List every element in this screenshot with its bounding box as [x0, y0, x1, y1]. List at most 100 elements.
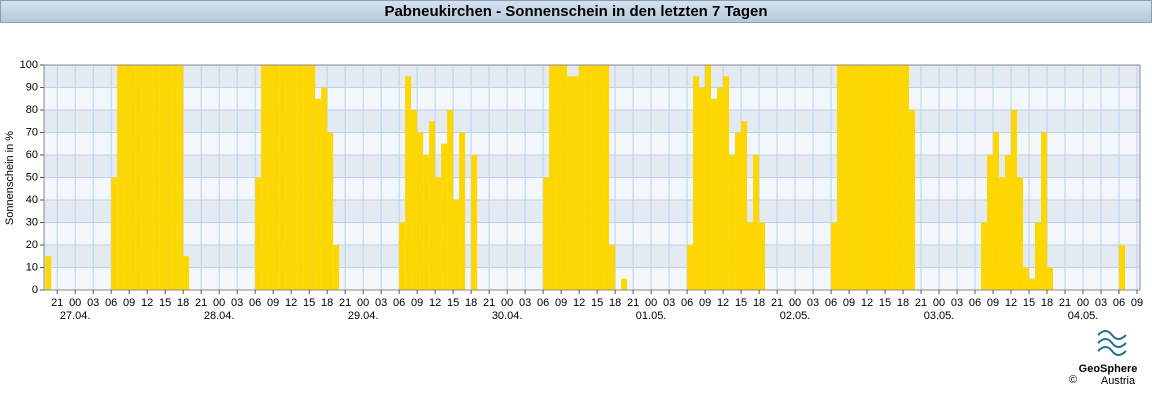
- bar: [987, 155, 994, 290]
- bar: [315, 98, 322, 290]
- x-tick-label: 18: [609, 297, 621, 309]
- copyright: ©: [1069, 374, 1077, 386]
- bar: [591, 65, 598, 290]
- x-tick-label: 09: [1131, 297, 1143, 309]
- x-tick-label: 18: [1041, 297, 1053, 309]
- bar: [909, 110, 916, 290]
- bar: [717, 87, 724, 290]
- bar: [303, 65, 310, 290]
- bar: [891, 65, 898, 290]
- bar: [861, 65, 868, 290]
- bar: [1119, 245, 1126, 290]
- x-tick-label: 15: [735, 297, 747, 309]
- x-tick-label: 12: [573, 297, 585, 309]
- bar: [147, 65, 154, 290]
- bar: [279, 65, 286, 290]
- x-tick-label: 06: [105, 297, 117, 309]
- x-tick-label: 03: [663, 297, 675, 309]
- x-tick-label: 18: [465, 297, 477, 309]
- bar: [129, 65, 136, 290]
- x-tick-label: 00: [933, 297, 945, 309]
- y-tick-label: 20: [26, 239, 38, 251]
- bar: [405, 76, 412, 290]
- bar: [1035, 222, 1042, 290]
- x-tick-label: 06: [969, 297, 981, 309]
- x-tick-label: 06: [681, 297, 693, 309]
- bar: [411, 110, 418, 290]
- bar: [159, 65, 166, 290]
- day-label: 03.05.: [924, 310, 955, 322]
- logo-mark: [1097, 330, 1127, 356]
- logo: [1097, 330, 1127, 356]
- bar: [843, 65, 850, 290]
- x-tick-label: 18: [177, 297, 189, 309]
- x-tick-label: 21: [915, 297, 927, 309]
- x-tick-label: 00: [1077, 297, 1089, 309]
- x-tick-label: 00: [213, 297, 225, 309]
- chart-title: Pabneukirchen - Sonnenschein in den letz…: [384, 3, 767, 20]
- y-tick-label: 50: [26, 171, 38, 183]
- bar: [549, 65, 556, 290]
- x-tick-label: 09: [267, 297, 279, 309]
- x-tick-label: 00: [645, 297, 657, 309]
- y-tick-label: 80: [26, 104, 38, 116]
- bar: [849, 65, 856, 290]
- bar: [567, 76, 574, 290]
- bar: [837, 65, 844, 290]
- x-tick-label: 03: [519, 297, 531, 309]
- x-tick-label: 18: [321, 297, 333, 309]
- x-tick-label: 12: [429, 297, 441, 309]
- bar: [177, 65, 184, 290]
- bar: [267, 65, 274, 290]
- y-tick-label: 90: [26, 81, 38, 93]
- y-tick-label: 0: [32, 284, 38, 296]
- bar: [261, 65, 268, 290]
- bar: [423, 155, 430, 290]
- bar: [831, 222, 838, 290]
- bar: [735, 132, 742, 290]
- bar: [447, 110, 454, 290]
- bar: [429, 121, 436, 290]
- x-tick-label: 03: [1095, 297, 1107, 309]
- bar: [1023, 267, 1030, 290]
- bar: [117, 65, 124, 290]
- bar: [183, 256, 190, 290]
- x-tick-label: 03: [951, 297, 963, 309]
- x-tick-label: 09: [699, 297, 711, 309]
- bar: [555, 65, 562, 290]
- bar: [321, 87, 328, 290]
- bar: [699, 87, 706, 290]
- x-tick-label: 03: [231, 297, 243, 309]
- bar: [573, 76, 580, 290]
- bar: [561, 65, 568, 290]
- bar: [141, 65, 148, 290]
- y-axis-label: Sonnenschein in %: [4, 131, 16, 225]
- bar: [585, 65, 592, 290]
- x-tick-label: 09: [411, 297, 423, 309]
- bar: [165, 65, 172, 290]
- bar: [255, 177, 262, 290]
- day-label: 01.05.: [636, 310, 667, 322]
- bar: [1029, 278, 1036, 290]
- bar: [873, 65, 880, 290]
- x-tick-label: 09: [123, 297, 135, 309]
- bar: [399, 222, 406, 290]
- y-tick-label: 100: [20, 59, 38, 71]
- day-label: 28.04.: [204, 310, 235, 322]
- bar: [693, 76, 700, 290]
- bar: [903, 65, 910, 290]
- x-tick-label: 12: [1005, 297, 1017, 309]
- bar: [729, 155, 736, 290]
- bar: [621, 278, 628, 290]
- bar: [1011, 110, 1018, 290]
- bar: [879, 65, 886, 290]
- x-tick-label: 09: [555, 297, 567, 309]
- bar: [291, 65, 298, 290]
- bar: [1005, 155, 1012, 290]
- bar: [441, 143, 448, 290]
- x-tick-label: 09: [843, 297, 855, 309]
- x-tick-label: 21: [195, 297, 207, 309]
- day-label: 29.04.: [348, 310, 379, 322]
- x-tick-label: 06: [249, 297, 261, 309]
